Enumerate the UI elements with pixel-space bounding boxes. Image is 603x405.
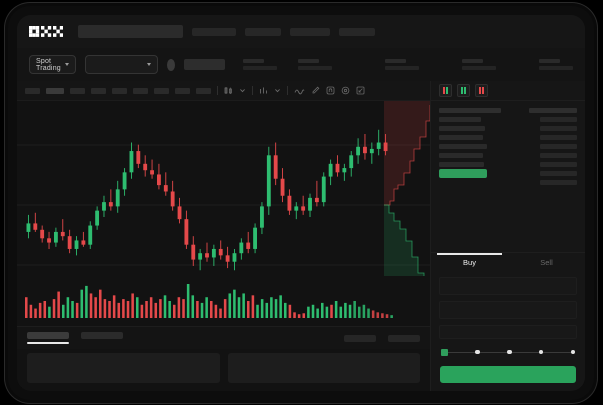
timeframe-2[interactable] xyxy=(70,87,85,94)
timeframe-1[interactable] xyxy=(46,87,64,94)
stat-block-1 xyxy=(298,59,332,70)
chevron-down-icon xyxy=(65,63,70,66)
timeframe-0[interactable] xyxy=(25,87,40,94)
trade-form-fields xyxy=(431,271,585,339)
bottom-action-1[interactable] xyxy=(388,334,420,342)
toolbar-divider xyxy=(287,86,288,95)
buy-submit-button[interactable] xyxy=(440,366,576,383)
app-header xyxy=(17,15,585,48)
chevron-down-icon[interactable] xyxy=(239,87,246,94)
trading-mode-label: Spot Trading xyxy=(36,57,61,72)
candlestick-chart[interactable] xyxy=(17,101,430,276)
chevron-down-icon[interactable] xyxy=(274,87,281,94)
pair-name xyxy=(183,59,225,70)
orderbook-row[interactable] xyxy=(439,160,577,169)
nav-item-3[interactable] xyxy=(339,27,375,36)
toolbar-divider xyxy=(252,86,253,95)
orderbook-row[interactable] xyxy=(439,124,577,133)
timeframe-5[interactable] xyxy=(133,87,148,94)
orderbook-mode-asks-icon[interactable] xyxy=(475,84,488,97)
search-input[interactable] xyxy=(78,25,183,38)
bottom-panels xyxy=(17,349,430,391)
orderbook-row[interactable] xyxy=(439,151,577,160)
nav-item-1[interactable] xyxy=(245,27,281,36)
volume-chart xyxy=(17,276,430,326)
pair-selector[interactable] xyxy=(85,55,158,74)
timeframe-8[interactable] xyxy=(196,87,211,94)
okx-logo-icon[interactable] xyxy=(29,26,63,37)
bottom-tab-1[interactable] xyxy=(81,332,123,344)
orderbook-row[interactable] xyxy=(439,133,577,142)
device-frame: Spot Trading xyxy=(8,6,594,400)
indicators-icon[interactable] xyxy=(259,86,268,95)
amount-percent-slider[interactable] xyxy=(441,345,575,359)
stat-block-0 xyxy=(243,59,277,70)
orderbook-rows[interactable] xyxy=(431,101,585,187)
orderbook-mode-switcher xyxy=(431,81,585,101)
chart-toolbar xyxy=(17,81,430,101)
bottom-action-0[interactable] xyxy=(344,334,376,342)
bottom-panel-0[interactable] xyxy=(27,353,220,383)
slider-stop-100[interactable] xyxy=(570,349,575,355)
bottom-tab-bar xyxy=(17,326,430,349)
trading-mode-selector[interactable]: Spot Trading xyxy=(29,55,77,74)
bottom-panel-1[interactable] xyxy=(227,353,420,383)
fullscreen-icon[interactable] xyxy=(356,86,365,95)
candlestick-type-icon[interactable] xyxy=(224,86,233,95)
orderbook-row[interactable] xyxy=(439,142,577,151)
tab-sell[interactable]: Sell xyxy=(540,258,553,267)
chart-column xyxy=(17,81,430,391)
toolbar-divider xyxy=(217,86,218,95)
timeframe-4[interactable] xyxy=(112,87,127,94)
pencil-icon[interactable] xyxy=(311,86,320,95)
bottom-tab-0[interactable] xyxy=(27,332,69,344)
stat-block-3 xyxy=(462,59,496,70)
order-amount-field[interactable] xyxy=(439,301,577,319)
orderbook-mode-bids-icon[interactable] xyxy=(457,84,470,97)
stat-block-2 xyxy=(385,59,419,70)
nav-item-2[interactable] xyxy=(290,27,330,36)
slider-handle[interactable] xyxy=(441,348,448,356)
slider-stop-50[interactable] xyxy=(507,349,512,355)
timeframe-3[interactable] xyxy=(91,87,106,94)
wave-line-icon[interactable] xyxy=(294,87,305,95)
order-price-field[interactable] xyxy=(439,277,577,295)
orderbook-mode-both-icon[interactable] xyxy=(439,84,452,97)
chevron-down-icon xyxy=(146,63,151,66)
nav-item-0[interactable] xyxy=(192,27,236,36)
okx-trading-app: Spot Trading xyxy=(17,15,585,391)
slider-stop-75[interactable] xyxy=(538,349,544,355)
tab-buy[interactable]: Buy xyxy=(431,253,508,271)
stat-block-4 xyxy=(539,59,573,70)
magnet-icon[interactable] xyxy=(326,86,335,95)
timeframe-7[interactable] xyxy=(175,87,190,94)
timeframe-6[interactable] xyxy=(154,87,169,94)
trade-form-tabs: Buy Sell xyxy=(431,252,585,271)
app-body: Buy Sell xyxy=(17,81,585,391)
pair-avatar xyxy=(166,58,175,71)
market-subheader: Spot Trading xyxy=(17,48,585,81)
order-total-field[interactable] xyxy=(439,325,577,339)
slider-stop-25[interactable] xyxy=(475,349,480,355)
orderbook-row[interactable] xyxy=(439,178,577,187)
settings-icon[interactable] xyxy=(341,86,350,95)
orderbook-spread-row[interactable] xyxy=(439,169,577,178)
orderbook-row[interactable] xyxy=(439,115,577,124)
orderbook-header-row xyxy=(439,106,577,115)
orderbook-column: Buy Sell xyxy=(430,81,585,391)
